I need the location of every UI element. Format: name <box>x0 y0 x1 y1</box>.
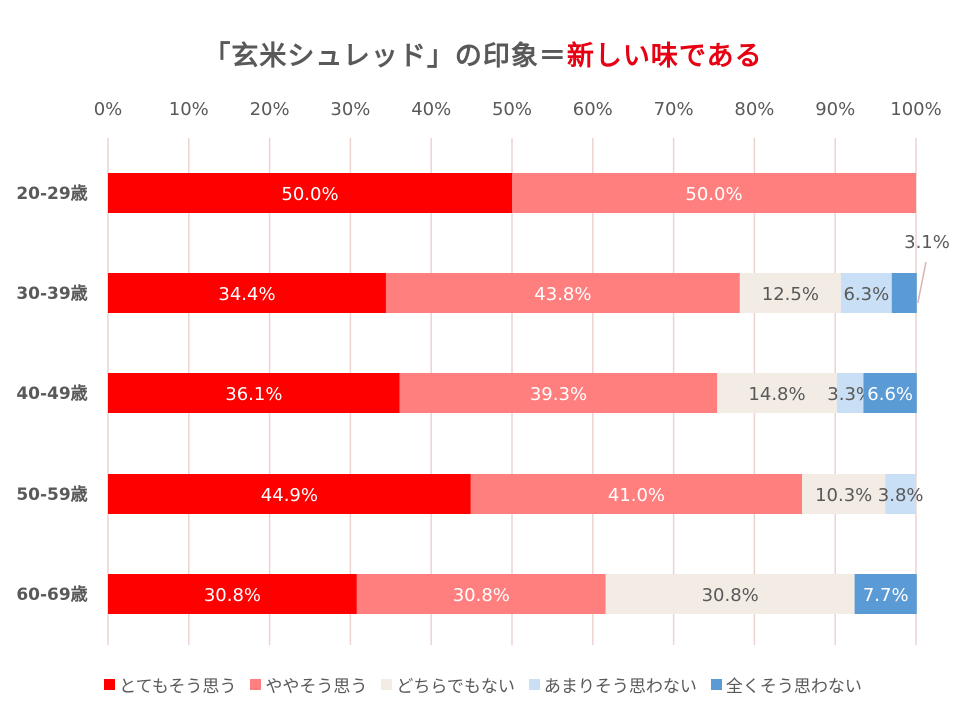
data-label: 30.8% <box>204 585 261 606</box>
bar-segment <box>891 273 917 313</box>
bar-segment <box>108 173 512 213</box>
legend-item: 全くそう思わない <box>710 672 862 697</box>
chart-title-main: 「玄米シュレッド」の印象＝ <box>203 41 567 72</box>
data-label: 6.6% <box>867 384 913 405</box>
bar-segment <box>836 373 864 413</box>
legend-item: ややそう思う <box>250 672 367 697</box>
legend-label: ややそう思う <box>265 677 368 697</box>
bar-segment <box>108 474 471 514</box>
x-tick-label: 60% <box>573 99 613 120</box>
bar-segment <box>470 474 803 514</box>
bar-segment <box>108 373 400 413</box>
x-tick-label: 20% <box>250 99 290 120</box>
legend-item: どちらでもない <box>381 672 515 697</box>
bar-segment <box>399 373 718 413</box>
bar-segment <box>512 173 916 213</box>
bar-segment <box>863 373 917 413</box>
stacked-bar-chart: 0% 10% 20% 30% 40% 50% 60% 70% 80% 90% 100% 20-29歳 3… <box>16 99 950 645</box>
bar-segment <box>385 273 740 313</box>
bar-segment <box>854 574 917 614</box>
x-tick-label: 90% <box>815 99 855 120</box>
legend-swatch <box>710 679 722 690</box>
legend-swatch <box>104 679 116 690</box>
legend-label: あまりそう思わない <box>543 677 697 697</box>
bar-segment <box>802 474 886 514</box>
bar-segment <box>840 273 892 313</box>
data-label: 3.1% <box>904 232 950 253</box>
data-label: 50.0% <box>685 184 742 205</box>
x-tick-label: 30% <box>330 99 370 120</box>
label-leader-line <box>917 261 927 304</box>
data-label: 3.3% <box>827 384 873 405</box>
bar-segment <box>108 574 357 614</box>
category-label: 60-69歳 <box>16 584 87 605</box>
data-label: 44.9% <box>261 485 318 506</box>
category-label: 40-49歳 <box>16 383 87 404</box>
data-label: 34.4% <box>218 284 275 305</box>
data-label: 41.0% <box>608 485 665 506</box>
data-label: 39.3% <box>530 384 587 405</box>
bar-segment <box>108 273 386 313</box>
bar-segment <box>885 474 916 514</box>
data-label: 30.8% <box>702 585 759 606</box>
legend-item: あまりそう思わない <box>528 672 697 697</box>
category-label: 20-29歳 <box>16 183 87 204</box>
data-label: 12.5% <box>762 284 819 305</box>
legend-label: どちらでもない <box>396 677 515 697</box>
legend-item: とてもそう思う <box>104 672 236 697</box>
x-tick-label: 50% <box>492 99 532 120</box>
data-label: 6.3% <box>843 284 889 305</box>
legend-swatch <box>250 679 262 690</box>
data-label: 43.8% <box>534 284 591 305</box>
data-label: 50.0% <box>281 184 338 205</box>
data-label: 7.7% <box>863 585 909 606</box>
bar-segment <box>739 273 841 313</box>
chart-legend: とてもそう思う ややそう思う どちらでもない あまりそう思わない 全くそう思わない <box>0 672 966 697</box>
data-label: 30.8% <box>453 585 510 606</box>
data-label: 10.3% <box>815 485 872 506</box>
x-tick-label: 10% <box>169 99 209 120</box>
bar-segment <box>717 373 837 413</box>
data-label: 3.8% <box>878 485 924 506</box>
category-label: 30-39歳 <box>16 283 87 304</box>
legend-swatch <box>528 679 540 690</box>
x-tick-label: 80% <box>734 99 774 120</box>
legend-label: 全くそう思わない <box>725 677 862 697</box>
bar-segment <box>356 574 606 614</box>
legend-swatch <box>381 679 393 690</box>
category-label: 50-59歳 <box>16 484 87 505</box>
legend-label: とてもそう思う <box>119 677 237 697</box>
x-tick-label: 40% <box>411 99 451 120</box>
data-label: 14.8% <box>748 384 805 405</box>
bar-segment <box>605 574 855 614</box>
x-tick-label: 0% <box>94 99 123 120</box>
chart-title: 「玄米シュレッド」の印象＝新しい味である <box>0 34 966 73</box>
x-tick-label: 70% <box>654 99 694 120</box>
x-tick-label: 100% <box>890 99 941 120</box>
data-label: 36.1% <box>225 384 282 405</box>
chart-title-highlight: 新しい味である <box>566 41 763 72</box>
